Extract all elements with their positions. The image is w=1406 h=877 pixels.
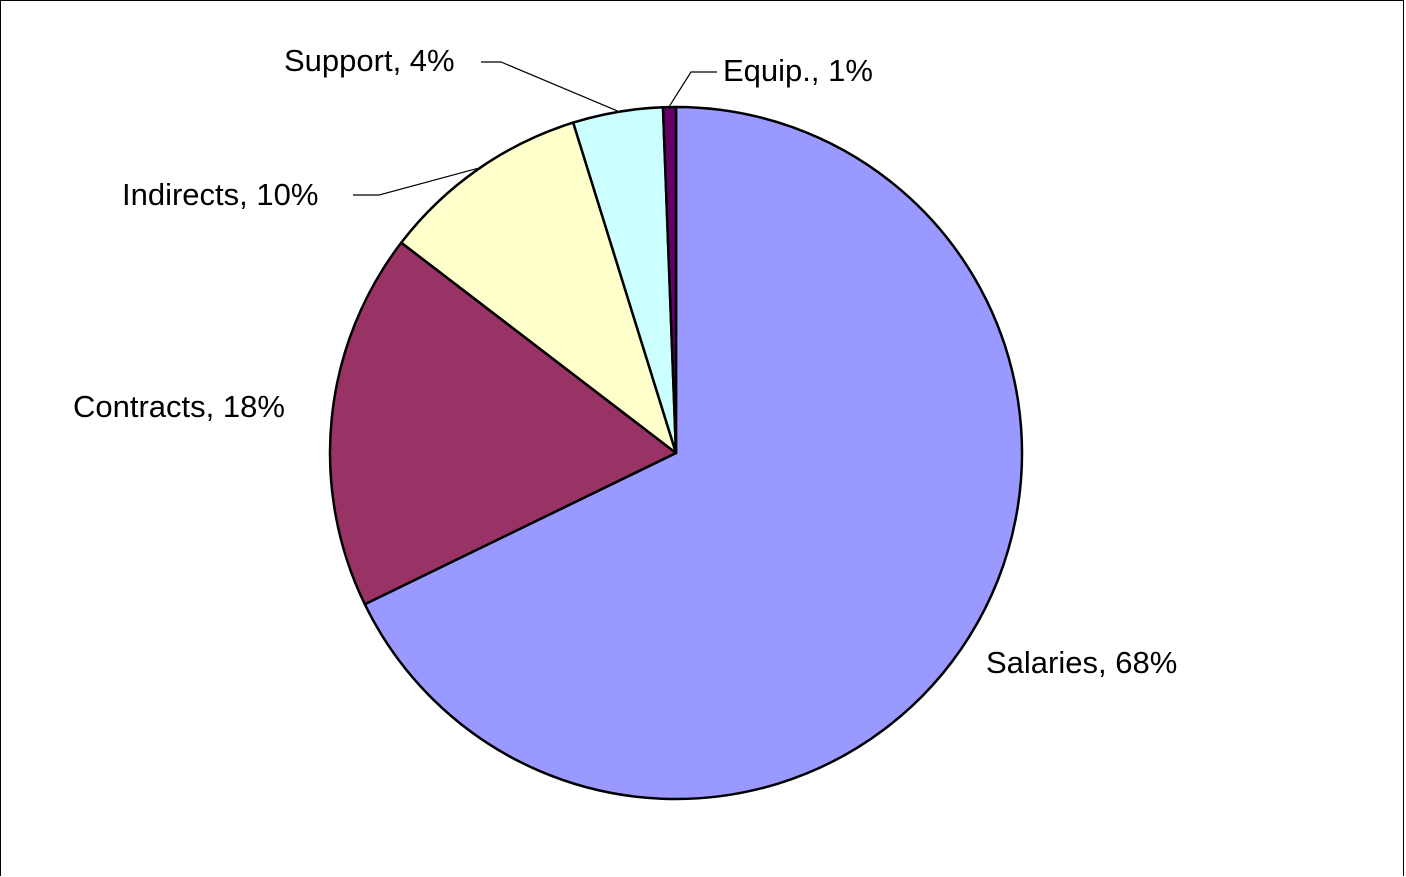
pie-slice-contracts: [328, 241, 678, 606]
pie-slice-salaries: [363, 105, 1024, 801]
pie-slice-equip: [661, 105, 678, 455]
leader-line-support: [481, 61, 618, 112]
label-indirects: Indirects, 10%: [122, 177, 318, 212]
label-salaries: Salaries, 68%: [986, 645, 1177, 680]
leader-lines: [353, 61, 717, 196]
leader-line-indirects: [353, 167, 478, 196]
leader-line-equip: [668, 71, 717, 107]
pie-slices: [328, 105, 1024, 801]
label-equip: Equip., 1%: [723, 53, 873, 88]
pie-slice-indirects: [400, 121, 678, 455]
slice-labels: Salaries, 68% Contracts, 18% Indirects, …: [73, 43, 1177, 680]
label-support: Support, 4%: [284, 43, 455, 78]
label-contracts: Contracts, 18%: [73, 389, 285, 424]
